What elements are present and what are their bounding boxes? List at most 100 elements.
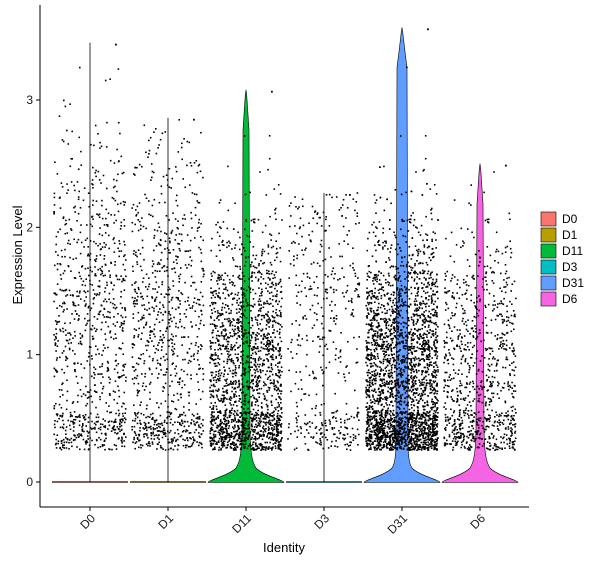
data-point	[323, 403, 325, 405]
data-point	[245, 428, 247, 430]
data-point	[370, 349, 372, 351]
data-point	[162, 334, 164, 336]
data-point	[219, 424, 221, 427]
data-point	[213, 307, 216, 310]
data-point	[107, 369, 110, 372]
data-point	[226, 433, 229, 435]
data-point	[114, 420, 116, 422]
data-point	[69, 332, 71, 334]
data-point	[212, 439, 214, 442]
data-point	[277, 431, 280, 433]
data-point	[235, 412, 238, 415]
data-point	[308, 394, 310, 397]
data-point	[60, 278, 63, 280]
data-point	[113, 222, 115, 224]
data-point	[209, 436, 211, 439]
data-point	[273, 188, 276, 190]
data-point	[222, 283, 224, 285]
data-point	[123, 432, 125, 435]
data-point	[144, 375, 146, 378]
data-point	[59, 395, 61, 398]
data-point	[136, 303, 138, 305]
data-point	[168, 310, 170, 313]
data-point	[91, 324, 94, 327]
data-point	[191, 192, 194, 194]
data-point	[218, 358, 221, 360]
data-point	[319, 433, 322, 435]
data-point	[242, 363, 244, 365]
data-point	[316, 262, 319, 265]
data-point	[74, 370, 76, 373]
data-point	[213, 446, 216, 449]
data-point	[211, 237, 213, 240]
data-point	[81, 284, 84, 286]
data-point	[69, 256, 71, 259]
data-point	[411, 442, 413, 444]
data-point	[108, 298, 110, 301]
data-point	[165, 233, 168, 235]
data-point	[301, 280, 303, 283]
data-point	[66, 192, 68, 194]
data-point	[274, 276, 276, 279]
data-point	[334, 433, 336, 435]
data-point	[162, 390, 164, 392]
data-point	[70, 437, 73, 440]
data-point	[178, 378, 181, 380]
data-point	[63, 372, 66, 374]
data-point	[224, 297, 227, 300]
data-point	[200, 442, 202, 444]
data-point	[167, 339, 169, 342]
data-point	[53, 367, 56, 370]
data-point	[164, 201, 166, 204]
data-point	[218, 202, 221, 204]
data-point	[405, 191, 407, 194]
data-point	[273, 319, 276, 322]
data-point	[177, 444, 180, 447]
data-point	[175, 255, 177, 257]
data-point	[275, 321, 277, 324]
data-point	[329, 421, 331, 423]
data-point	[358, 284, 360, 286]
data-point	[169, 422, 172, 424]
data-point	[326, 288, 328, 291]
data-point	[339, 432, 342, 434]
data-point	[220, 372, 223, 374]
data-point	[170, 299, 173, 301]
data-point	[147, 156, 149, 158]
data-point	[253, 221, 255, 223]
data-point	[244, 427, 246, 429]
data-point	[217, 355, 219, 357]
data-point	[55, 413, 58, 415]
data-point	[54, 342, 57, 344]
data-point	[279, 353, 281, 355]
data-point	[238, 400, 240, 402]
data-point	[125, 436, 127, 438]
data-point	[236, 405, 238, 407]
data-point	[218, 379, 221, 382]
data-point	[356, 413, 359, 416]
data-point	[271, 449, 273, 451]
data-point	[278, 350, 280, 353]
data-point	[228, 411, 231, 414]
data-point	[280, 315, 282, 318]
data-point	[373, 312, 375, 314]
data-point	[335, 196, 338, 198]
data-point	[255, 254, 258, 257]
data-point	[238, 248, 241, 251]
data-point	[178, 243, 181, 245]
data-point	[222, 239, 224, 242]
data-point	[138, 446, 140, 449]
data-point	[333, 277, 335, 280]
data-point	[415, 370, 418, 372]
data-point	[151, 441, 154, 443]
data-point	[257, 280, 260, 282]
data-point	[403, 355, 405, 357]
data-point	[257, 447, 259, 449]
data-point	[367, 408, 369, 410]
data-point	[241, 334, 243, 337]
data-point	[343, 434, 346, 436]
data-point	[121, 405, 123, 408]
data-point	[370, 327, 373, 329]
data-point	[267, 318, 270, 321]
data-point	[228, 358, 231, 361]
